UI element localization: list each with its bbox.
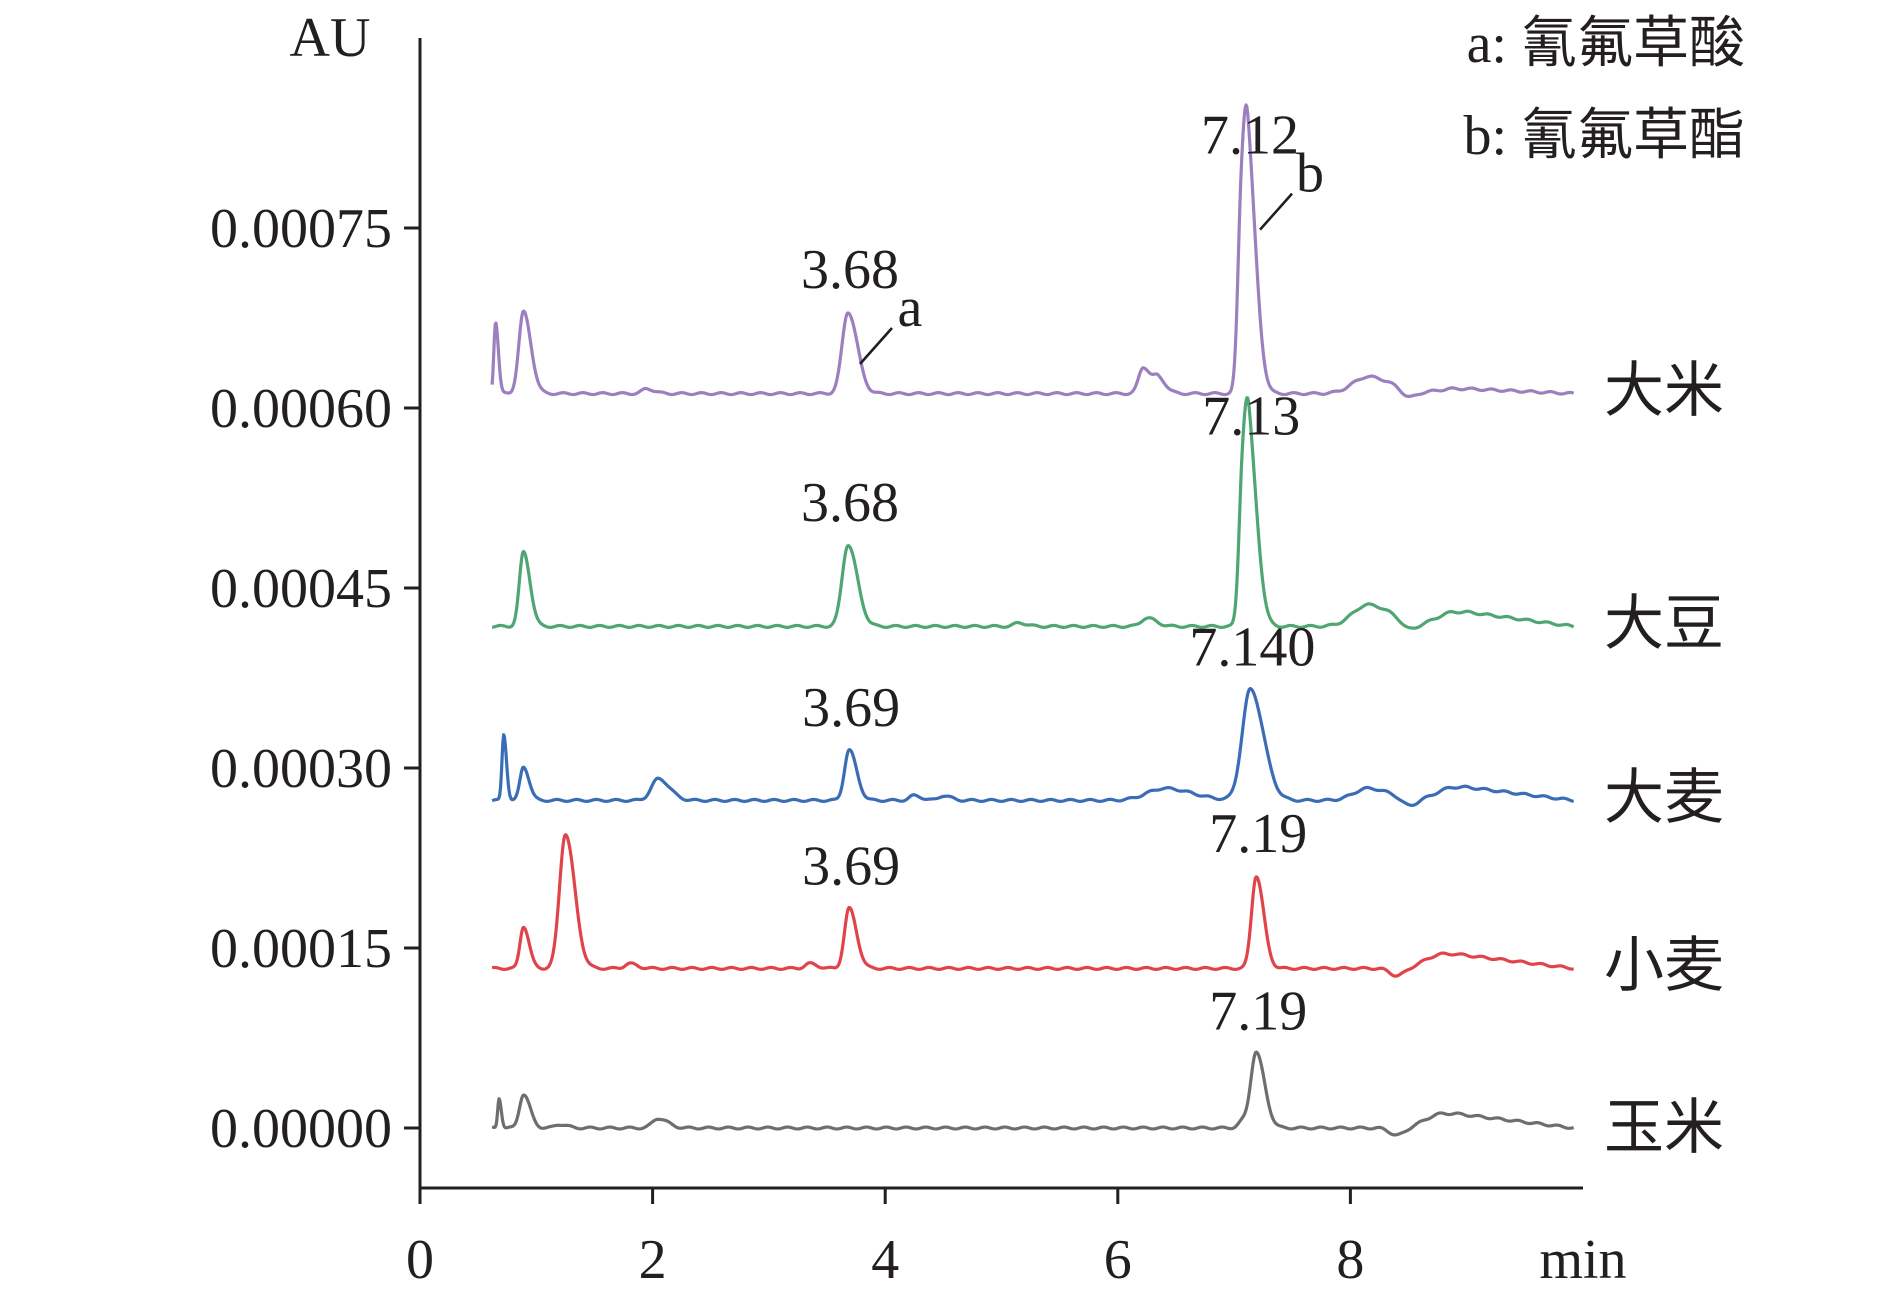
peak-retention-label: 7.19: [1209, 803, 1307, 865]
peak-retention-label: 7.19: [1209, 981, 1307, 1043]
peak-letter-label: a: [898, 277, 923, 339]
y-ticks: 0.00000 0.00015 0.00030 0.00045 0.00060 0.000…: [210, 198, 420, 1160]
trace-line: [491, 833, 1575, 978]
peak-letter-label: b: [1296, 143, 1324, 205]
peak-retention-label: 3.69: [802, 677, 900, 739]
peak-retention-label: 3.69: [802, 835, 900, 897]
peak-leader-line: [1259, 192, 1294, 231]
y-tick-label: 0.00000: [210, 1098, 392, 1160]
trace-line: [491, 1050, 1575, 1137]
x-tick-label: 6: [1104, 1229, 1132, 1291]
traces: [490, 103, 1575, 1137]
x-tick-label: 2: [639, 1229, 667, 1291]
x-tick-label: 4: [871, 1229, 899, 1291]
x-tick-label: 8: [1336, 1229, 1364, 1291]
trace-name-label: 大米: [1604, 356, 1724, 426]
peak-retention-label: 7.140: [1189, 616, 1315, 678]
y-tick-label: 0.00030: [210, 738, 392, 800]
y-axis-unit: AU: [290, 7, 371, 69]
y-tick-label: 0.00060: [210, 378, 392, 440]
peak-retention-label: 7.13: [1202, 385, 1300, 447]
y-tick-label: 0.00075: [210, 198, 392, 260]
peak-retention-label: 7.12: [1201, 105, 1299, 167]
x-ticks: 0 2 4 6 8: [406, 1188, 1364, 1291]
peak-retention-label: 3.68: [801, 239, 899, 301]
trace-name-label: 小麦: [1604, 931, 1724, 1001]
x-axis-unit: min: [1539, 1229, 1626, 1291]
axes: AU min: [290, 7, 1627, 1291]
peak-retention-label: 3.68: [801, 472, 899, 534]
legend-entry: b: 氰氟草酯: [1463, 105, 1745, 167]
peak-leader-line: [859, 327, 893, 365]
trace-line: [491, 396, 1575, 630]
trace-name-label: 大麦: [1604, 763, 1724, 833]
legend-entry: a: 氰氟草酸: [1467, 13, 1745, 75]
trace-name-label: 玉米: [1604, 1093, 1724, 1163]
legend: a: 氰氟草酸 b: 氰氟草酯: [1463, 13, 1745, 167]
trace-name-label: 大豆: [1604, 589, 1724, 659]
trace-line: [490, 103, 1575, 398]
y-tick-label: 0.00045: [210, 558, 392, 620]
x-tick-label: 0: [406, 1229, 434, 1291]
trace-line: [491, 687, 1575, 807]
y-tick-label: 0.00015: [210, 918, 392, 980]
